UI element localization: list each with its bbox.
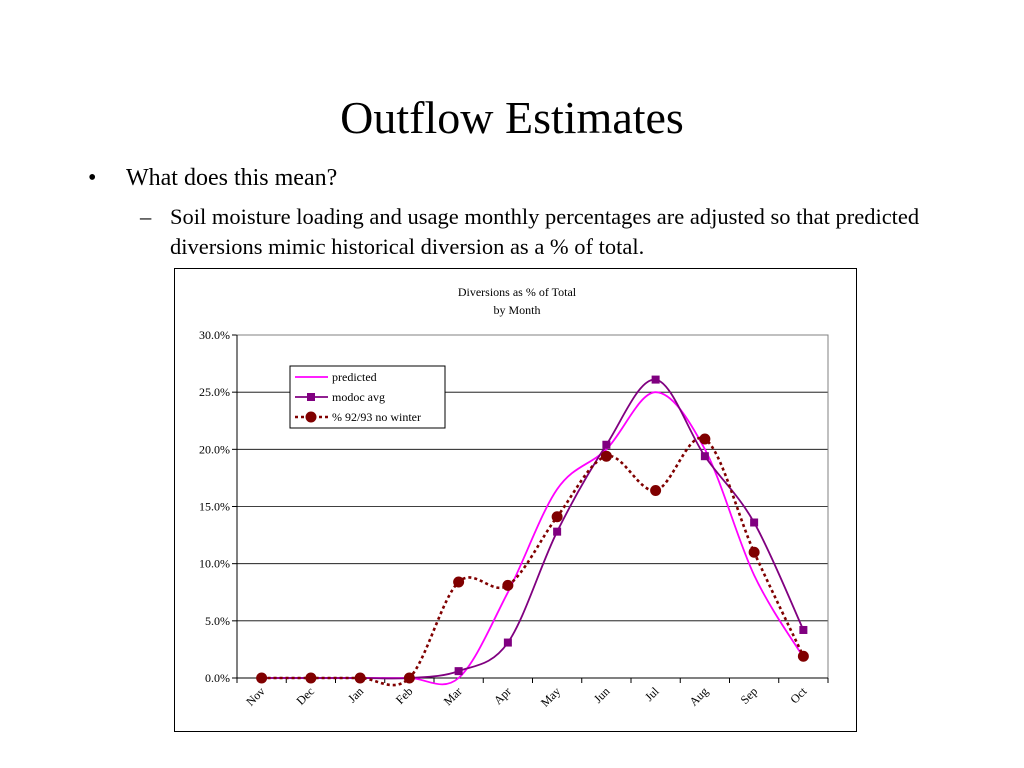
sub-bullet-text: Soil moisture loading and usage monthly …: [170, 204, 920, 259]
x-tick-label: Feb: [393, 684, 416, 707]
data-point-modoc-avg: [602, 440, 611, 449]
chart-title: Diversions as % of Total: [458, 285, 577, 299]
bullet-marker: •: [88, 165, 97, 191]
x-tick-label: Nov: [243, 684, 268, 709]
x-tick-label: Dec: [293, 684, 317, 708]
x-tick-label: Aug: [686, 684, 711, 709]
data-point-modoc-avg: [454, 667, 463, 676]
data-point-92-93-no-winter: [551, 511, 563, 523]
data-point-modoc-avg: [503, 638, 512, 647]
y-tick-label: 5.0%: [205, 614, 230, 628]
data-point-modoc-avg: [553, 527, 562, 536]
data-point-modoc-avg: [651, 375, 660, 384]
y-tick-label: 10.0%: [199, 557, 230, 571]
legend-marker-modoc-avg: [307, 393, 315, 401]
plot-area: 0.0% 5.0% 10.0% 15.0% 20.0% 25.0% 30.0% Nov Dec J…: [199, 328, 829, 710]
data-point-modoc-avg: [700, 452, 709, 461]
data-point-92-93-no-winter: [305, 672, 317, 684]
x-tick-label: Sep: [738, 684, 761, 707]
data-point-92-93-no-winter: [256, 672, 268, 684]
chart-subtitle: by Month: [493, 303, 540, 317]
data-point-modoc-avg: [799, 625, 808, 634]
x-tick-label: Jul: [642, 684, 662, 704]
legend-label-92-93-no-winter: % 92/93 no winter: [332, 410, 421, 424]
y-tick-label: 30.0%: [199, 328, 230, 342]
legend-label-modoc-avg: modoc avg: [332, 390, 385, 404]
chart-frame: Diversions as % of Total by Month 0.0% 5.…: [174, 268, 857, 732]
line-chart: Diversions as % of Total by Month 0.0% 5.…: [199, 285, 829, 710]
slide-title: Outflow Estimates: [340, 92, 684, 143]
data-point-92-93-no-winter: [453, 576, 465, 588]
y-tick-label: 25.0%: [199, 385, 230, 399]
x-tick-label: Oct: [787, 684, 810, 707]
data-point-92-93-no-winter: [797, 650, 809, 662]
legend-marker-92-93-no-winter: [305, 411, 317, 423]
data-point-92-93-no-winter: [650, 484, 662, 496]
sub-bullet-marker: –: [140, 204, 152, 229]
data-point-92-93-no-winter: [354, 672, 366, 684]
x-tick-label: Apr: [491, 684, 514, 707]
series-line-predicted: [261, 391, 805, 686]
bullet-text: What does this mean?: [126, 165, 338, 191]
data-point-92-93-no-winter: [748, 546, 760, 558]
x-tick-label: Mar: [441, 684, 465, 708]
series-line-92-93-no-winter: [261, 436, 805, 687]
chart-legend: predicted modoc avg % 92/93 no winter: [289, 365, 446, 429]
legend-label-predicted: predicted: [332, 370, 377, 384]
data-point-92-93-no-winter: [502, 579, 514, 591]
data-point-modoc-avg: [750, 518, 759, 527]
y-tick-label: 15.0%: [199, 500, 230, 514]
x-tick-label: May: [538, 684, 563, 709]
data-point-92-93-no-winter: [403, 672, 415, 684]
data-point-92-93-no-winter: [699, 433, 711, 445]
y-tick-label: 20.0%: [199, 442, 230, 456]
y-tick-label: 0.0%: [205, 671, 230, 685]
x-tick-label: Jan: [345, 684, 366, 705]
x-tick-label: Jun: [591, 684, 613, 706]
data-point-92-93-no-winter: [600, 450, 612, 462]
